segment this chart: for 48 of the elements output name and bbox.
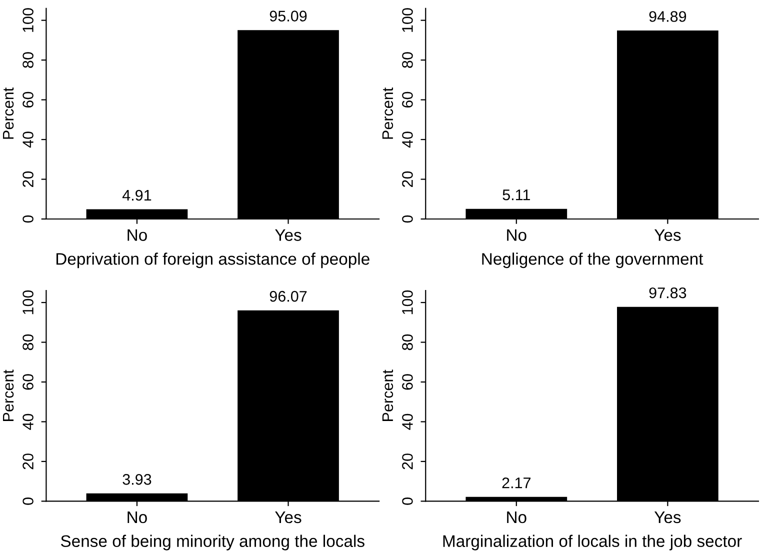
y-axis-title: Percent (382, 370, 394, 421)
x-tick-label: Yes (275, 512, 302, 524)
y-tick-label: 100 (402, 8, 413, 32)
y-tick-label: 100 (402, 290, 413, 314)
data-label: 97.83 (649, 287, 686, 298)
y-axis-title: Percent (3, 87, 14, 139)
x-axis-title: Negligence of the government (482, 252, 704, 268)
y-tick-label: 40 (22, 414, 34, 430)
x-tick-label: No (128, 512, 147, 524)
x-tick-label: Yes (275, 229, 302, 241)
y-tick-label: 80 (22, 52, 34, 68)
y-tick-label: 40 (402, 132, 413, 148)
y-tick-label: 40 (402, 414, 413, 430)
y-tick-label: 100 (22, 8, 34, 32)
y-tick-label: 20 (22, 454, 34, 470)
data-label: 5.11 (502, 190, 530, 200)
x-tick-label: Yes (654, 229, 681, 241)
x-axis-title: Sense of being minority among the locals (60, 534, 364, 550)
y-tick-label: 0 (22, 215, 34, 223)
y-tick-label: 40 (22, 132, 34, 148)
y-tick-label: 100 (22, 290, 34, 314)
x-axis-title: Marginalization of locals in the job sector (443, 534, 742, 550)
x-tick-label: No (507, 512, 526, 524)
x-axis-title: Deprivation of foreign assistance of people (56, 252, 370, 268)
y-tick-label: 20 (402, 454, 413, 470)
x-tick-label: Yes (654, 512, 681, 524)
y-tick-label: 0 (402, 498, 413, 505)
y-tick-label: 60 (402, 374, 413, 390)
y-axis-title: Percent (3, 370, 14, 421)
data-label: 96.07 (270, 290, 307, 302)
y-tick-label: 20 (22, 171, 34, 187)
data-label: 94.89 (649, 11, 686, 22)
y-axis-title: Percent (382, 87, 394, 139)
y-tick-label: 0 (402, 215, 413, 223)
data-label: 2.17 (502, 477, 530, 488)
data-label: 95.09 (270, 10, 307, 22)
y-tick-label: 60 (22, 374, 34, 390)
y-tick-label: 80 (22, 334, 34, 350)
y-tick-label: 80 (402, 52, 413, 68)
x-tick-label: No (128, 229, 147, 241)
y-tick-label: 0 (22, 498, 34, 505)
data-label: 3.93 (122, 474, 152, 485)
x-tick-label: No (507, 229, 526, 241)
y-tick-label: 80 (402, 334, 413, 350)
data-label: 4.91 (122, 190, 152, 201)
y-tick-label: 60 (402, 92, 413, 108)
y-tick-label: 20 (402, 171, 413, 187)
y-tick-label: 60 (22, 92, 34, 108)
